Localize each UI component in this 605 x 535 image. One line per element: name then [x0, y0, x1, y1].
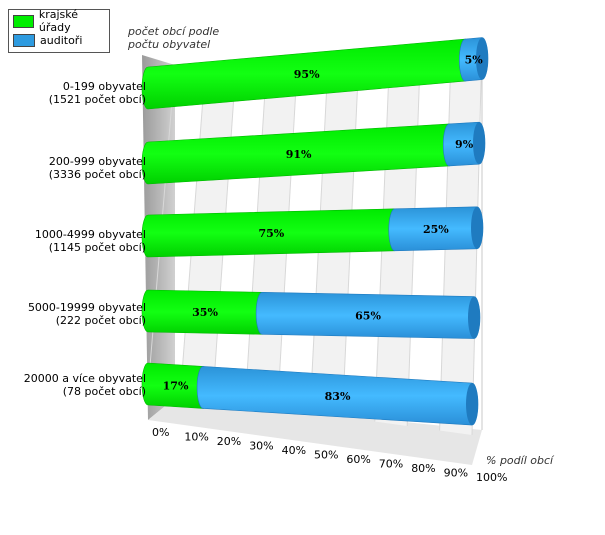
category-label-2-line2: (1145 počet obcí)	[48, 241, 146, 254]
y-axis-title-line1: počet obcí podle	[128, 25, 220, 38]
x-tick-label: 90%	[444, 467, 468, 480]
category-label-1-line1: 200-999 obyvatel	[48, 155, 146, 168]
legend-swatch-green	[13, 14, 34, 28]
category-label-4-line2: (78 počet obcí)	[62, 385, 146, 398]
bar-end-cap-2	[471, 206, 483, 249]
bar-end-cap-3	[468, 296, 480, 339]
category-label-0: 0-199 obyvatel (1521 počet obcí)	[12, 80, 150, 106]
x-tick-label: 50%	[314, 449, 338, 462]
bar-value-label-krajske-3: 35%	[192, 306, 218, 319]
category-label-3: 5000-19999 obyvatel (222 počet obcí)	[12, 301, 150, 327]
category-label-1: 200-999 obyvatel (3336 počet obcí)	[12, 155, 150, 181]
x-axis-title: % podíl obcí	[486, 454, 554, 467]
legend: krajské úřady auditoři	[8, 8, 110, 53]
x-tick-label: 70%	[379, 458, 403, 471]
category-label-3-line2: (222 počet obcí)	[55, 314, 146, 327]
legend-label-auditori: auditoři	[40, 33, 83, 47]
bar-end-cap-1	[473, 122, 485, 165]
legend-label-krajske: krajské úřady	[38, 8, 79, 34]
x-tick-label: 0%	[152, 426, 169, 439]
x-tick-label: 40%	[282, 444, 306, 457]
bar-value-label-auditori-0: 5%	[465, 53, 484, 66]
bar-end-cap-0	[476, 37, 488, 80]
category-label-2-line1: 1000-4999 obyvatel	[34, 228, 146, 241]
category-label-0-line1: 0-199 obyvatel	[62, 80, 146, 93]
legend-item-krajske: krajské úřady	[13, 8, 109, 34]
x-tick-label: 60%	[346, 453, 370, 466]
bar-value-label-krajske-0: 95%	[294, 68, 320, 81]
category-label-2: 1000-4999 obyvatel (1145 počet obcí)	[12, 228, 150, 254]
x-tick-label: 20%	[217, 435, 241, 448]
bar-value-label-auditori-1: 9%	[455, 138, 474, 151]
bar-value-label-krajske-1: 91%	[286, 148, 312, 161]
floor	[148, 398, 482, 465]
category-label-4-line1: 20000 a více obyvatel	[23, 372, 146, 385]
legend-swatch-blue	[13, 33, 35, 47]
category-label-0-line2: (1521 počet obcí)	[48, 93, 146, 106]
bar-value-label-krajske-4: 17%	[163, 380, 189, 393]
category-label-4: 20000 a více obyvatel (78 počet obcí)	[12, 372, 150, 398]
x-tick-label: 30%	[249, 440, 273, 453]
x-tick-label: 80%	[411, 462, 435, 475]
bar-value-label-auditori-4: 83%	[325, 390, 351, 403]
category-label-1-line2: (3336 počet obcí)	[48, 168, 146, 181]
bar-value-label-krajske-2: 75%	[258, 227, 284, 240]
x-tick-label: 10%	[184, 431, 208, 444]
bar-end-cap-4	[466, 383, 478, 426]
legend-item-auditori: auditoři	[13, 32, 82, 48]
y-axis-title: počet obcí podle počtu obyvatel	[128, 25, 219, 51]
y-axis-title-line2: počtu obyvatel	[128, 38, 211, 51]
x-tick-label: 100%	[476, 471, 507, 484]
bar-value-label-auditori-3: 65%	[355, 309, 381, 322]
bar-value-label-auditori-2: 25%	[423, 223, 449, 236]
category-label-3-line1: 5000-19999 obyvatel	[27, 301, 146, 314]
